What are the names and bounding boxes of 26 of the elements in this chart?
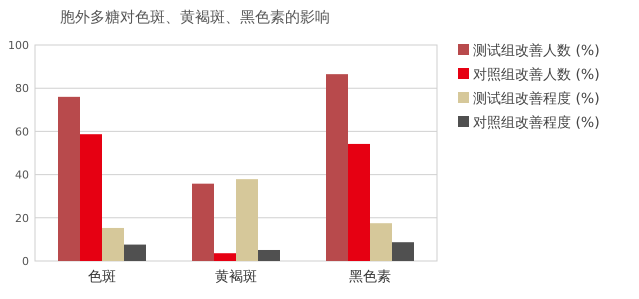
bar [258, 250, 280, 261]
bar [124, 244, 146, 261]
bar [236, 179, 258, 261]
bar [370, 223, 392, 261]
y-tick-label: 80 [15, 82, 29, 96]
x-tick-label: 色斑 [88, 269, 116, 285]
x-tick-label: 黄褐斑 [215, 269, 257, 285]
y-tick-label: 20 [15, 212, 29, 225]
x-tick-label: 黑色素 [349, 269, 391, 285]
legend-label: 对照组改善程度 (%) [473, 114, 600, 131]
legend-label: 对照组改善人数 (%) [473, 66, 600, 83]
bar [392, 242, 414, 261]
y-tick-label: 100 [8, 39, 29, 52]
y-tick-label: 0 [22, 255, 29, 268]
bar [192, 184, 214, 261]
y-tick-label: 60 [15, 125, 29, 138]
y-tick-label: 40 [15, 168, 29, 182]
chart-title: 胞外多糖对色斑、黄褐斑、黑色素的影响 [60, 8, 330, 26]
bar [102, 228, 124, 261]
bar [348, 144, 370, 261]
bar [326, 74, 348, 261]
bar [214, 253, 236, 261]
legend-label: 测试组改善程度 (%) [473, 90, 600, 107]
bar [80, 134, 102, 261]
bar [58, 96, 80, 261]
legend-label: 测试组改善人数 (%) [473, 42, 600, 59]
